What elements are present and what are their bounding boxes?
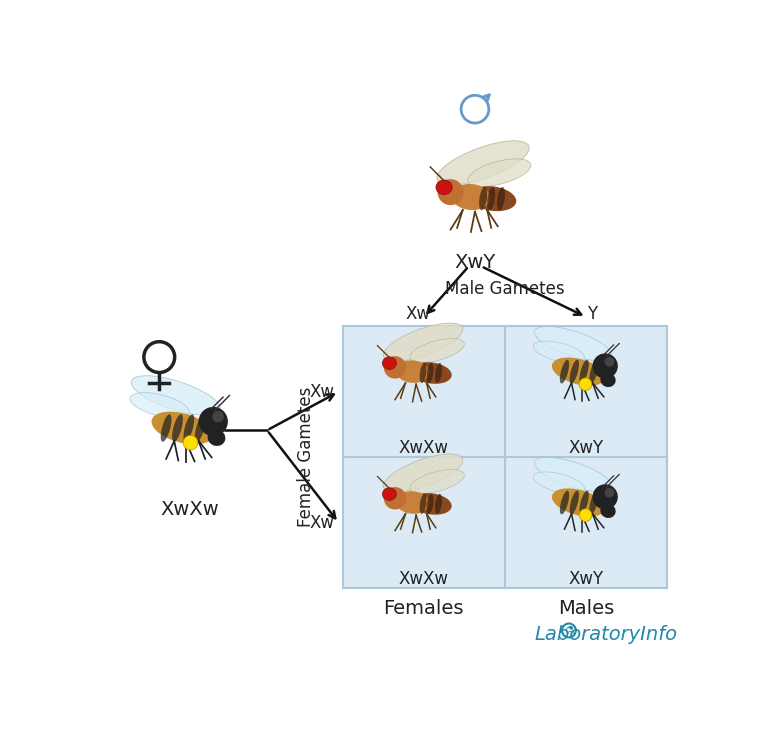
Ellipse shape bbox=[497, 187, 505, 210]
Ellipse shape bbox=[552, 488, 605, 517]
Ellipse shape bbox=[560, 360, 569, 383]
Circle shape bbox=[593, 484, 618, 510]
Ellipse shape bbox=[560, 491, 569, 515]
Circle shape bbox=[579, 509, 592, 521]
Ellipse shape bbox=[383, 323, 463, 361]
Ellipse shape bbox=[396, 361, 430, 383]
Ellipse shape bbox=[411, 493, 452, 515]
Ellipse shape bbox=[427, 493, 434, 514]
Ellipse shape bbox=[533, 341, 584, 363]
Text: ⚗: ⚗ bbox=[564, 626, 574, 635]
Ellipse shape bbox=[208, 429, 225, 446]
Ellipse shape bbox=[420, 493, 427, 514]
Ellipse shape bbox=[570, 360, 579, 383]
Circle shape bbox=[579, 378, 592, 391]
Ellipse shape bbox=[589, 491, 598, 515]
Ellipse shape bbox=[383, 454, 463, 492]
Ellipse shape bbox=[589, 360, 598, 383]
Ellipse shape bbox=[427, 363, 434, 383]
Ellipse shape bbox=[411, 362, 452, 384]
Ellipse shape bbox=[152, 412, 213, 445]
Ellipse shape bbox=[470, 186, 516, 211]
Ellipse shape bbox=[131, 376, 221, 415]
Ellipse shape bbox=[601, 373, 616, 387]
Circle shape bbox=[604, 488, 614, 498]
Text: Females: Females bbox=[384, 599, 464, 618]
Ellipse shape bbox=[130, 393, 189, 418]
Ellipse shape bbox=[437, 141, 529, 185]
Ellipse shape bbox=[420, 363, 427, 383]
Text: Xw: Xw bbox=[309, 514, 335, 531]
Text: Xw: Xw bbox=[405, 305, 430, 323]
Circle shape bbox=[384, 487, 406, 510]
Ellipse shape bbox=[382, 357, 397, 369]
Ellipse shape bbox=[410, 469, 464, 493]
Text: XwY: XwY bbox=[568, 439, 604, 458]
Ellipse shape bbox=[172, 414, 183, 442]
Ellipse shape bbox=[580, 360, 589, 383]
Text: Y: Y bbox=[588, 305, 597, 323]
Text: Males: Males bbox=[558, 599, 614, 618]
Ellipse shape bbox=[161, 414, 172, 442]
Circle shape bbox=[593, 353, 618, 379]
Ellipse shape bbox=[396, 491, 430, 514]
Circle shape bbox=[437, 179, 463, 205]
Ellipse shape bbox=[468, 159, 531, 186]
Text: Xw: Xw bbox=[309, 383, 335, 401]
Ellipse shape bbox=[479, 187, 487, 210]
Ellipse shape bbox=[382, 488, 397, 500]
Circle shape bbox=[198, 407, 228, 436]
Ellipse shape bbox=[535, 458, 611, 491]
Ellipse shape bbox=[410, 339, 464, 363]
FancyBboxPatch shape bbox=[342, 326, 667, 588]
Circle shape bbox=[212, 411, 224, 423]
Ellipse shape bbox=[451, 184, 490, 210]
Ellipse shape bbox=[570, 491, 579, 515]
Text: XwY: XwY bbox=[568, 570, 604, 588]
Ellipse shape bbox=[552, 358, 605, 385]
Ellipse shape bbox=[487, 187, 495, 210]
Ellipse shape bbox=[436, 180, 452, 195]
Ellipse shape bbox=[195, 414, 205, 442]
Circle shape bbox=[604, 357, 614, 366]
Text: Male Gametes: Male Gametes bbox=[445, 280, 565, 299]
Circle shape bbox=[384, 356, 406, 379]
Ellipse shape bbox=[535, 326, 611, 361]
Ellipse shape bbox=[533, 472, 584, 493]
Text: XwY: XwY bbox=[454, 253, 496, 272]
Ellipse shape bbox=[580, 491, 589, 515]
Ellipse shape bbox=[184, 414, 195, 442]
Circle shape bbox=[183, 435, 198, 450]
Ellipse shape bbox=[435, 363, 442, 383]
Text: XwXw: XwXw bbox=[161, 499, 219, 518]
Text: Female Gametes: Female Gametes bbox=[296, 387, 315, 527]
Text: LaboratoryInfo: LaboratoryInfo bbox=[535, 625, 677, 644]
Ellipse shape bbox=[601, 504, 616, 518]
Text: XwXw: XwXw bbox=[399, 570, 449, 588]
Text: XwXw: XwXw bbox=[399, 439, 449, 458]
Ellipse shape bbox=[435, 493, 442, 514]
